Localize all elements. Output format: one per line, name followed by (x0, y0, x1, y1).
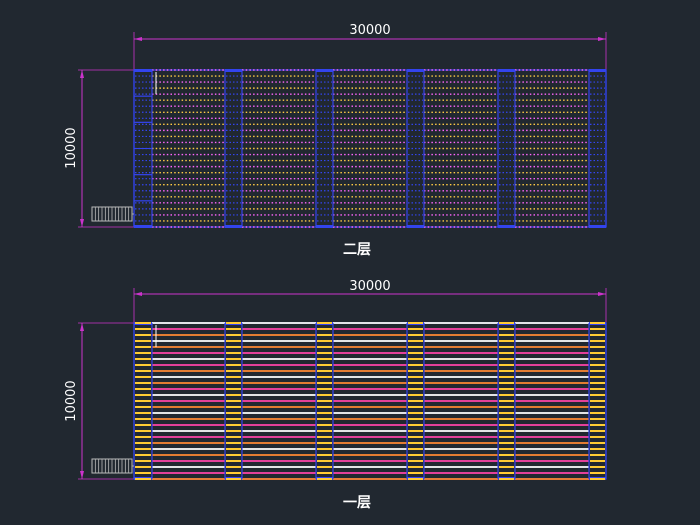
upper-rack-section (515, 69, 589, 228)
upper-rack-layout (91, 69, 607, 228)
lower-rack-layout (91, 322, 607, 480)
lower-bay-column (588, 322, 607, 480)
upper-left-module (133, 69, 153, 97)
upper-rack-section (333, 69, 407, 228)
upper-depth-arrow-bottom (80, 219, 84, 227)
lower-rack-section (515, 322, 589, 480)
lower-width-dimension: 30000 (133, 279, 607, 323)
lower-floor-plan: 30000 10000 一层 (64, 279, 607, 511)
lower-depth-dimension: 10000 (64, 322, 134, 480)
upper-width-arrow-left (134, 37, 142, 41)
lower-rack-section (152, 322, 225, 480)
upper-bay-column (224, 69, 243, 228)
lower-bay-column (224, 322, 243, 480)
lower-rack-section (242, 322, 316, 480)
lower-depth-dim-text: 10000 (64, 380, 79, 421)
upper-left-module (133, 148, 153, 176)
upper-rack-section (152, 69, 225, 228)
upper-stair (91, 206, 134, 222)
upper-bay-column (315, 69, 334, 228)
upper-depth-arrow-top (80, 70, 84, 78)
upper-width-arrow-right (598, 37, 606, 41)
upper-left-module (133, 200, 153, 228)
upper-rack-section (242, 69, 316, 228)
lower-width-arrow-left (134, 292, 142, 296)
lower-width-dim-text: 30000 (349, 279, 390, 294)
upper-bay-column (406, 69, 425, 228)
lower-bay-column (133, 322, 153, 480)
upper-floor-plan: 30000 10000 二层 (64, 23, 607, 258)
lower-bay-column (406, 322, 425, 480)
lower-width-arrow-right (598, 292, 606, 296)
lower-rack-section (333, 322, 407, 480)
upper-depth-dim-text: 10000 (64, 127, 79, 168)
upper-bay-column (588, 69, 607, 228)
upper-bay-column (497, 69, 516, 228)
lower-bay-column (497, 322, 516, 480)
upper-left-module (133, 121, 153, 150)
upper-floor-label: 二层 (343, 242, 371, 258)
lower-rack-section (424, 322, 498, 480)
lower-stair (91, 458, 134, 474)
upper-width-dim-text: 30000 (349, 23, 390, 38)
upper-depth-dimension: 10000 (64, 69, 134, 228)
lower-floor-label: 一层 (343, 495, 371, 511)
upper-width-dimension: 30000 (133, 23, 607, 70)
lower-depth-arrow-bottom (80, 471, 84, 479)
lower-depth-arrow-top (80, 323, 84, 331)
lower-bay-column (315, 322, 334, 480)
upper-rack-section (424, 69, 498, 228)
upper-left-module-column (133, 69, 153, 228)
